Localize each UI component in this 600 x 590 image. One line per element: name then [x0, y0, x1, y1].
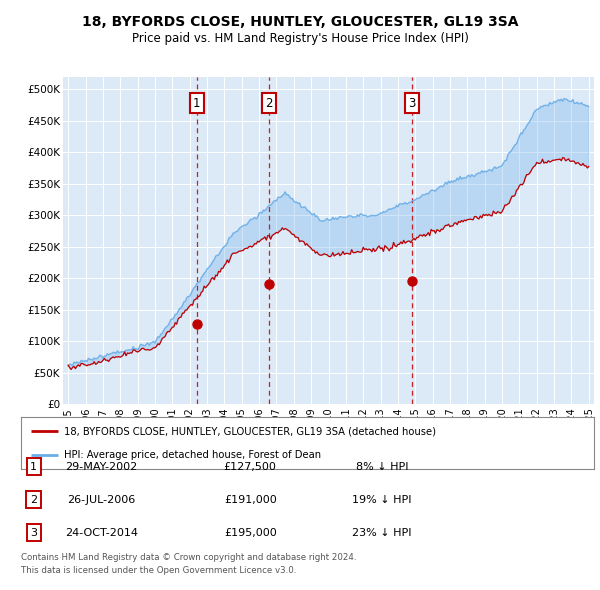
Text: 3: 3 [30, 528, 37, 537]
Text: HPI: Average price, detached house, Forest of Dean: HPI: Average price, detached house, Fore… [64, 450, 321, 460]
Text: £127,500: £127,500 [224, 462, 277, 471]
Text: £195,000: £195,000 [224, 528, 277, 537]
Text: 26-JUL-2006: 26-JUL-2006 [67, 495, 136, 504]
Text: 2: 2 [30, 495, 37, 504]
Text: 8% ↓ HPI: 8% ↓ HPI [356, 462, 408, 471]
Text: 2: 2 [265, 97, 273, 110]
Text: 23% ↓ HPI: 23% ↓ HPI [352, 528, 412, 537]
Text: £191,000: £191,000 [224, 495, 277, 504]
Text: 1: 1 [30, 462, 37, 471]
Text: This data is licensed under the Open Government Licence v3.0.: This data is licensed under the Open Gov… [21, 566, 296, 575]
Text: 1: 1 [193, 97, 200, 110]
Text: 19% ↓ HPI: 19% ↓ HPI [352, 495, 412, 504]
Text: 29-MAY-2002: 29-MAY-2002 [65, 462, 137, 471]
Text: Price paid vs. HM Land Registry's House Price Index (HPI): Price paid vs. HM Land Registry's House … [131, 32, 469, 45]
Text: Contains HM Land Registry data © Crown copyright and database right 2024.: Contains HM Land Registry data © Crown c… [21, 553, 356, 562]
Text: 3: 3 [409, 97, 416, 110]
Text: 18, BYFORDS CLOSE, HUNTLEY, GLOUCESTER, GL19 3SA: 18, BYFORDS CLOSE, HUNTLEY, GLOUCESTER, … [82, 15, 518, 29]
Text: 24-OCT-2014: 24-OCT-2014 [65, 528, 138, 537]
Text: 18, BYFORDS CLOSE, HUNTLEY, GLOUCESTER, GL19 3SA (detached house): 18, BYFORDS CLOSE, HUNTLEY, GLOUCESTER, … [64, 426, 436, 436]
